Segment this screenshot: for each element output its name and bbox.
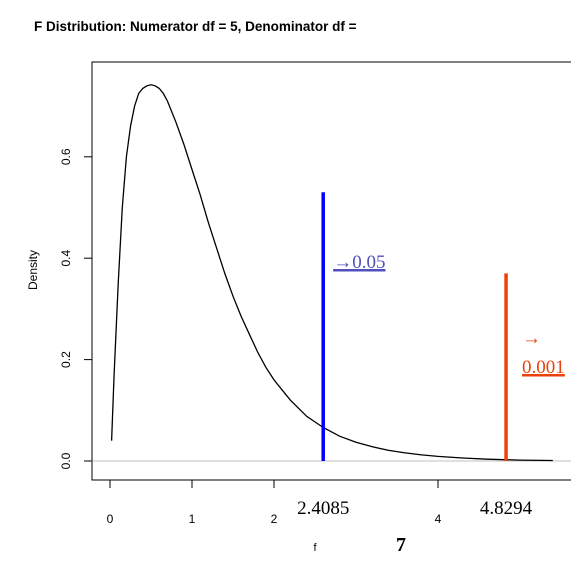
critical-value-label-2: 4.8294 xyxy=(480,498,533,519)
x-tick-label: 0 xyxy=(107,512,114,526)
plot-frame xyxy=(91,61,571,481)
critical-annotation-2: 0.001 xyxy=(522,357,565,378)
y-tick-label: 0.4 xyxy=(59,250,73,267)
y-axis-label: Density xyxy=(26,250,40,290)
critical-annotation-arrow-2: → xyxy=(522,328,541,349)
chart-title: F Distribution: Numerator df = 5, Denomi… xyxy=(34,19,357,34)
x-axis-label: f xyxy=(313,542,317,554)
critical-value-label-1: 2.4085 xyxy=(297,498,349,519)
critical-annotation-1: →0.05 xyxy=(333,252,385,273)
y-tick-label: 0.2 xyxy=(59,351,73,368)
y-tick-label: 0.0 xyxy=(59,452,73,469)
x-tick-label: 2 xyxy=(271,512,278,526)
x-tick-label: 1 xyxy=(189,512,196,526)
y-tick-label: 0.6 xyxy=(59,148,73,165)
density-curve xyxy=(110,84,553,462)
bottom-label: 7 xyxy=(396,534,406,556)
x-tick-label: 4 xyxy=(435,512,442,526)
